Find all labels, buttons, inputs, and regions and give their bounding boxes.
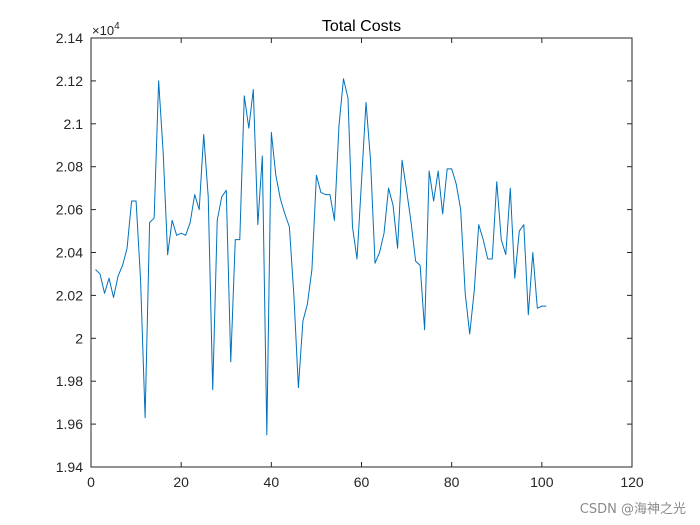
x-tick-label: 0 <box>87 474 95 490</box>
y-tick-label: 1.94 <box>56 459 83 475</box>
y-tick-label: 2.06 <box>56 202 83 218</box>
y-tick-label: 2.1 <box>64 116 84 132</box>
x-axis-ticks: 0 20 40 60 80 100 120 <box>87 38 644 490</box>
x-tick-label: 40 <box>264 474 280 490</box>
x-tick-label: 100 <box>530 474 554 490</box>
y-tick-label: 2.08 <box>56 159 83 175</box>
y-tick-label: 1.98 <box>56 373 83 389</box>
y-exponent-power: 4 <box>114 21 120 32</box>
y-tick-label: 1.96 <box>56 416 83 432</box>
series-line <box>95 78 547 436</box>
x-tick-label: 120 <box>620 474 644 490</box>
y-exponent-base: ×10 <box>92 23 114 38</box>
y-tick-label: 2 <box>75 330 83 346</box>
y-exponent-label: ×104 <box>92 21 120 38</box>
y-tick-label: 2.04 <box>56 245 83 261</box>
axes-box <box>90 37 633 468</box>
chart-title: Total Costs <box>322 18 401 35</box>
y-tick-label: 2.02 <box>56 287 83 303</box>
y-tick-label: 2.14 <box>56 30 83 46</box>
watermark: CSDN @海神之光 <box>579 502 686 517</box>
x-tick-label: 20 <box>173 474 189 490</box>
y-axis-ticks: 1.94 1.96 1.98 2 2.02 2.04 2.06 2.08 2.1 2.12 2.14 <box>56 30 632 475</box>
x-tick-label: 80 <box>444 474 460 490</box>
plot-area <box>91 38 632 467</box>
x-tick-label: 60 <box>354 474 370 490</box>
y-tick-label: 2.12 <box>56 73 83 89</box>
